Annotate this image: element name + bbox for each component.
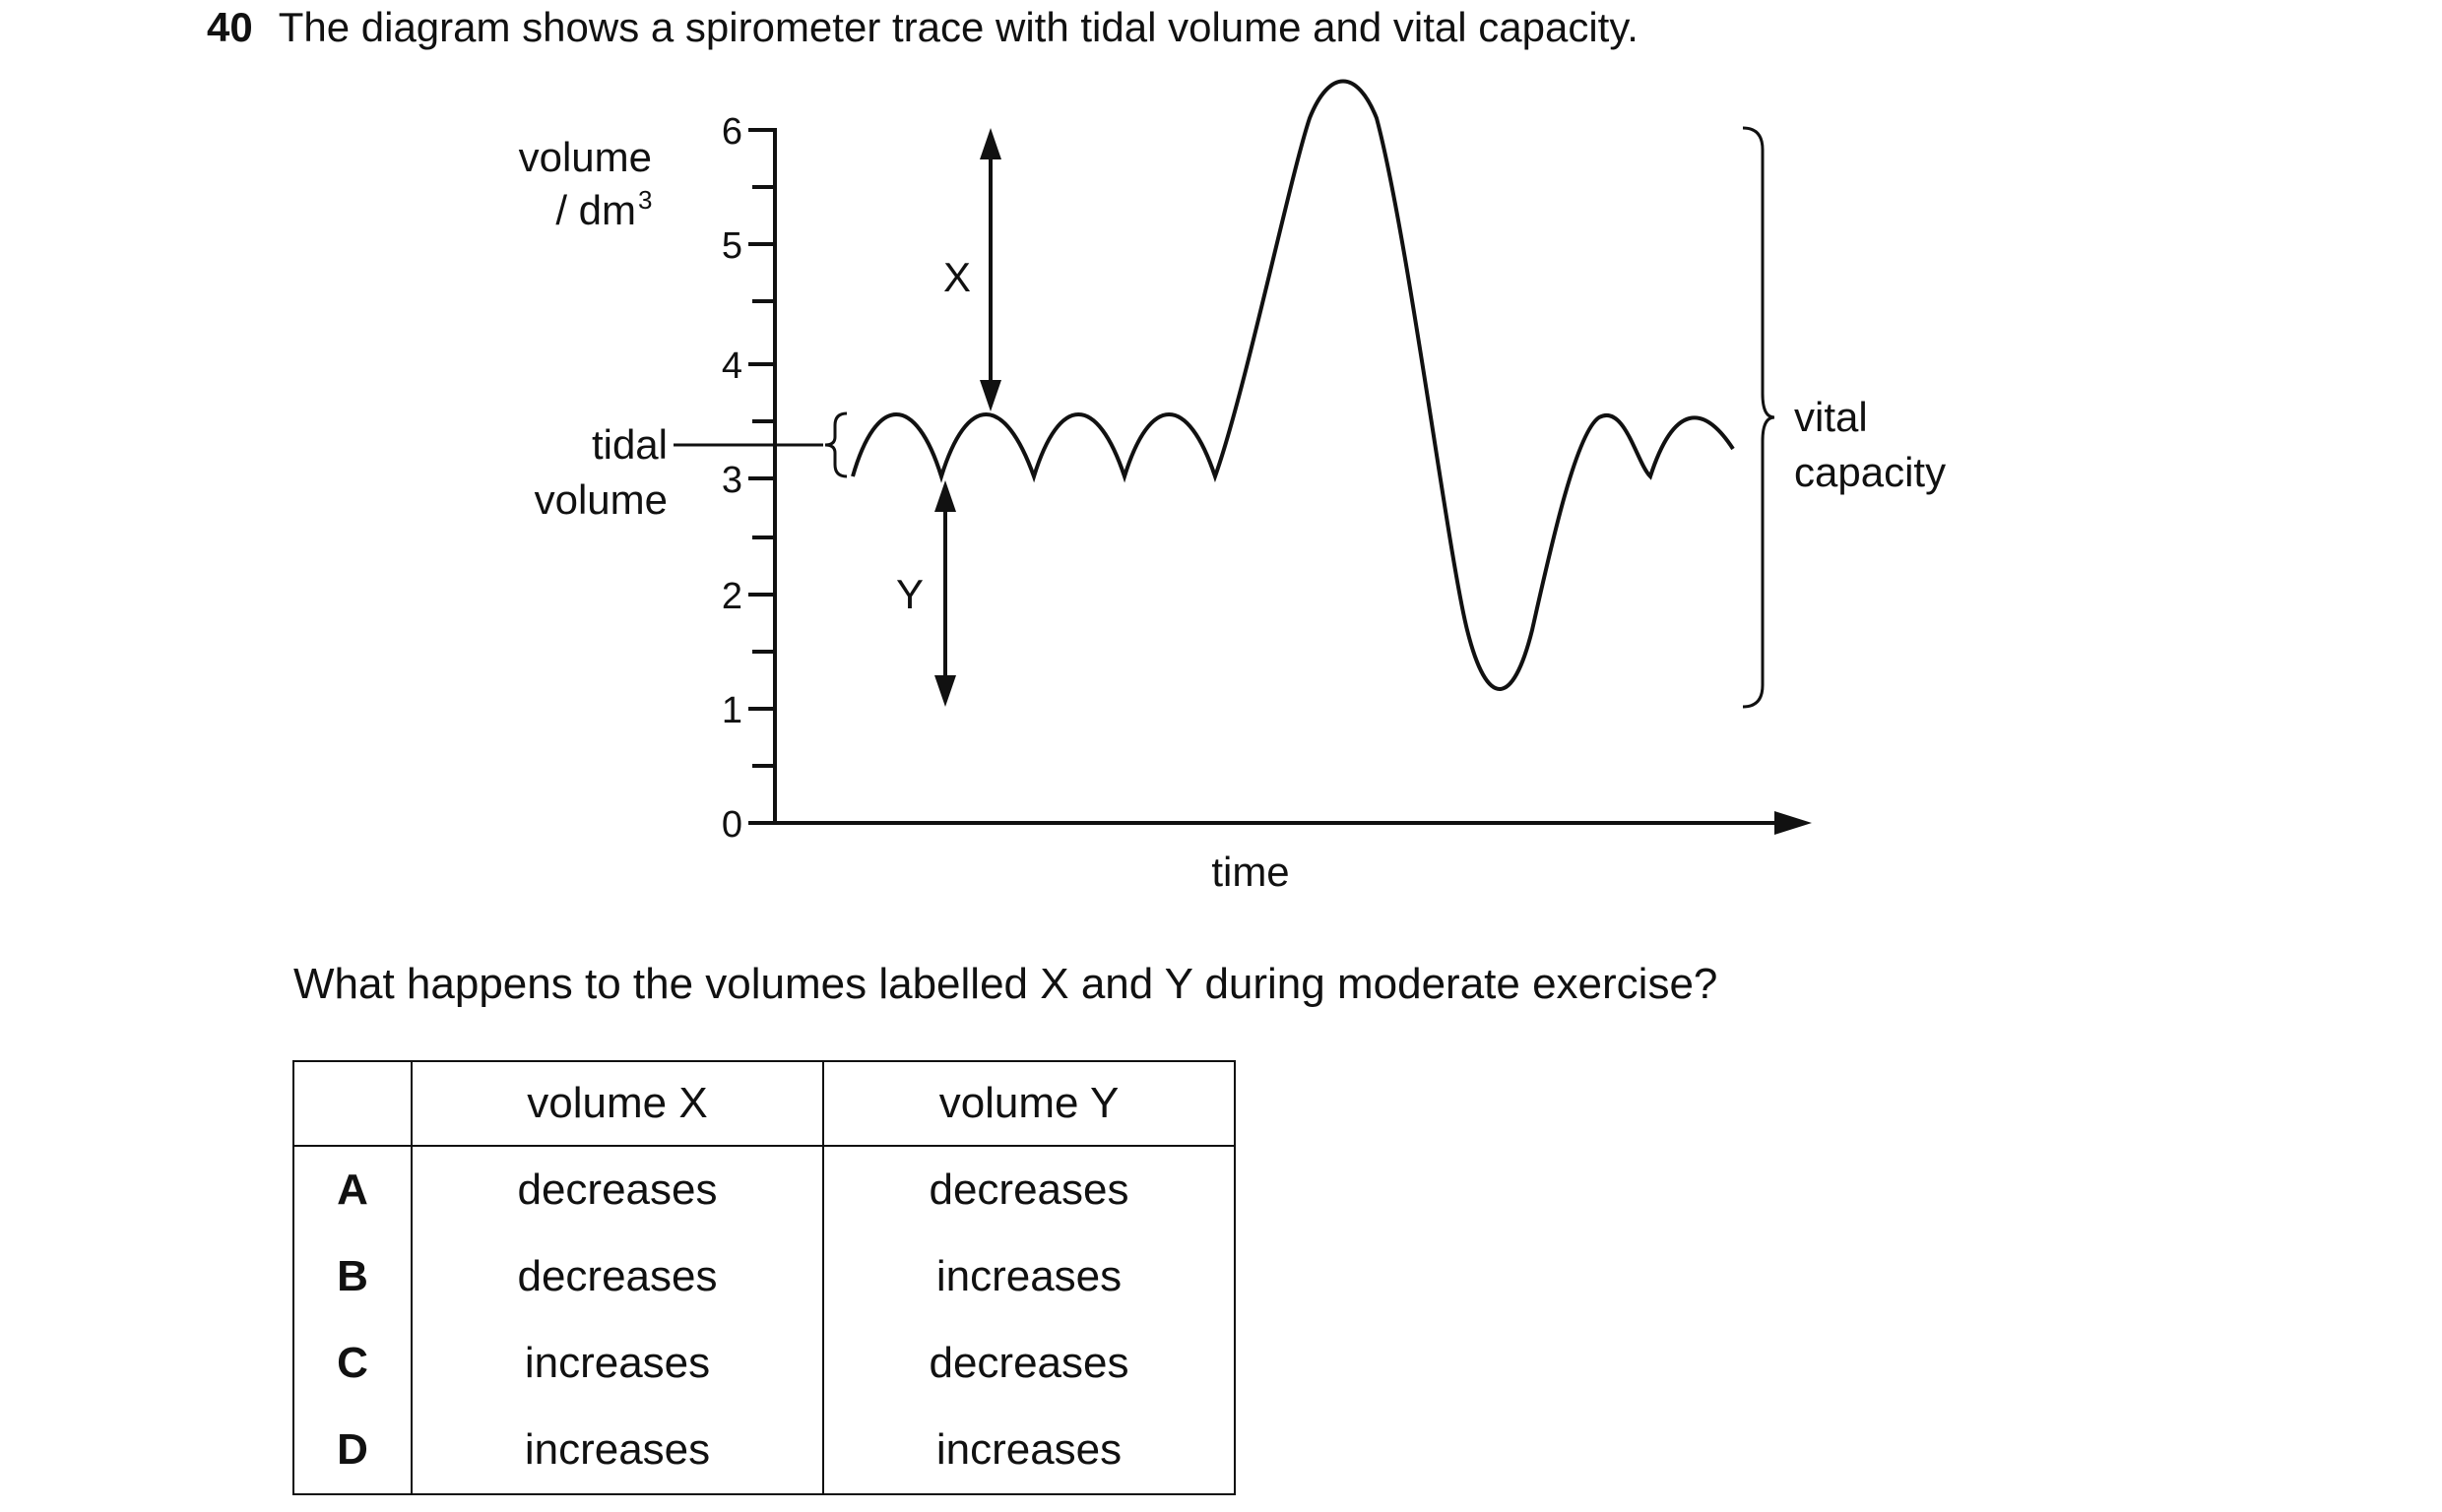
table-row[interactable]: D increases increases	[292, 1407, 1236, 1495]
y-arrowhead-up	[934, 480, 956, 512]
table-header-key	[292, 1060, 413, 1147]
table-row[interactable]: C increases decreases	[292, 1320, 1236, 1407]
tidal-volume-label-line1: tidal	[592, 421, 668, 468]
answer-table: volume X volume Y A decreases decreases …	[292, 1060, 1236, 1495]
y-axis-label-line1: volume	[519, 134, 652, 180]
option-volume-y: increases	[822, 1407, 1236, 1495]
tidal-volume-brace	[824, 411, 848, 478]
x-arrowhead-down	[980, 380, 1001, 411]
option-volume-x: decreases	[411, 1233, 824, 1320]
y-tick-label-1: 1	[722, 690, 742, 731]
option-volume-x: increases	[411, 1320, 824, 1407]
y-axis-label-line2: / dm	[555, 187, 636, 233]
option-volume-y: decreases	[822, 1320, 1236, 1407]
option-volume-x: increases	[411, 1407, 824, 1495]
table-row[interactable]: B decreases increases	[292, 1233, 1236, 1320]
option-key: D	[292, 1407, 413, 1495]
y-arrowhead-down	[934, 675, 956, 707]
spirometer-trace	[851, 79, 1735, 691]
option-key: B	[292, 1233, 413, 1320]
x-axis-arrowhead	[1774, 811, 1812, 835]
y-tick-label-3: 3	[722, 460, 742, 501]
y-tick-label-4: 4	[722, 346, 742, 387]
y-tick-label-0: 0	[722, 804, 742, 846]
question-text: The diagram shows a spirometer trace wit…	[278, 4, 1639, 50]
table-header-volume-x: volume X	[411, 1060, 824, 1147]
option-volume-y: increases	[822, 1233, 1236, 1320]
y-tick-label-2: 2	[722, 576, 742, 617]
vital-capacity-brace	[1742, 126, 1775, 709]
x-axis-label: time	[1211, 849, 1289, 895]
option-key: A	[292, 1145, 413, 1233]
table-header-row: volume X volume Y	[292, 1060, 1236, 1147]
option-key: C	[292, 1320, 413, 1407]
vital-capacity-label-line2: capacity	[1794, 449, 1946, 495]
y-tick-label-5: 5	[722, 225, 742, 267]
option-volume-y: decreases	[822, 1145, 1236, 1233]
x-arrowhead-up	[980, 128, 1001, 159]
label-x: X	[943, 254, 971, 300]
table-row[interactable]: A decreases decreases	[292, 1145, 1236, 1233]
label-y: Y	[896, 571, 924, 617]
vital-capacity-label-line1: vital	[1794, 394, 1868, 440]
question-header: 40 The diagram shows a spirometer trace w…	[207, 0, 1639, 55]
question-prompt: What happens to the volumes labelled X a…	[293, 960, 1718, 1008]
tidal-volume-label-line2: volume	[535, 476, 668, 523]
y-tick-label-6: 6	[722, 111, 742, 153]
y-axis-label-sup: 3	[638, 185, 652, 215]
option-volume-x: decreases	[411, 1145, 824, 1233]
y-axis-ticks	[748, 128, 775, 825]
table-header-volume-y: volume Y	[822, 1060, 1236, 1147]
question-number: 40	[207, 4, 253, 50]
spirometer-diagram: 0 1 2 3 4 5 6 volume / dm 3 time tidal v…	[519, 79, 1946, 895]
